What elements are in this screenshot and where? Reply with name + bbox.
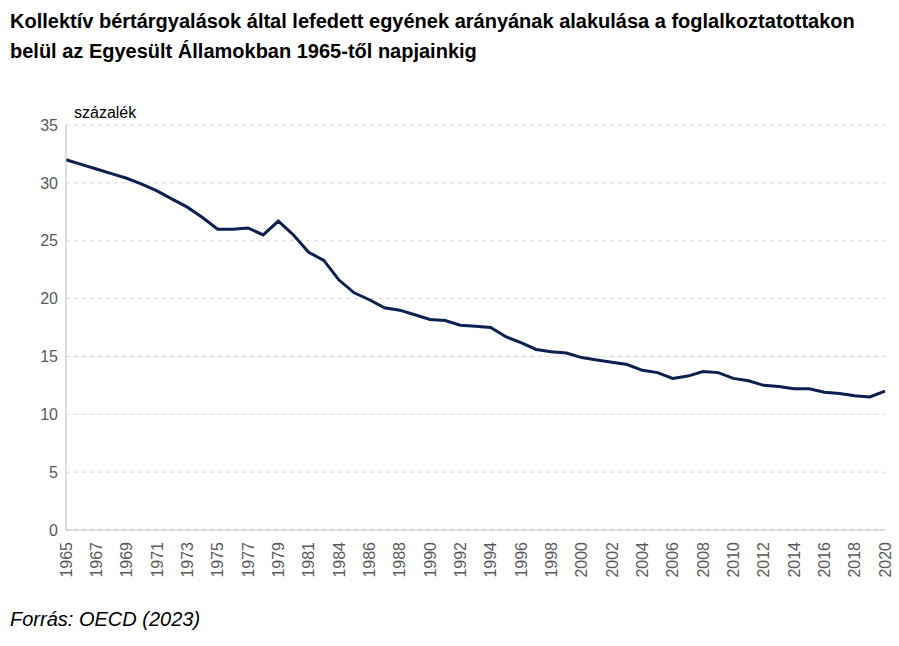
svg-text:1986: 1986 (361, 542, 378, 578)
svg-text:2018: 2018 (846, 542, 863, 578)
svg-text:1979: 1979 (270, 542, 287, 578)
svg-text:1988: 1988 (391, 542, 408, 578)
svg-text:2014: 2014 (786, 542, 803, 578)
svg-text:2004: 2004 (634, 542, 651, 578)
svg-text:25: 25 (40, 232, 58, 249)
svg-text:35: 35 (40, 117, 58, 134)
svg-text:0: 0 (49, 522, 58, 539)
svg-text:5: 5 (49, 464, 58, 481)
svg-text:1971: 1971 (149, 542, 166, 578)
svg-text:1998: 1998 (543, 542, 560, 578)
svg-text:1969: 1969 (118, 542, 135, 578)
svg-text:1981: 1981 (300, 542, 317, 578)
svg-text:1965: 1965 (58, 542, 75, 578)
svg-text:1996: 1996 (513, 542, 530, 578)
html-text:százalék: százalék (74, 104, 137, 121)
svg-text:15: 15 (40, 348, 58, 365)
svg-text:2008: 2008 (695, 542, 712, 578)
svg-text:1967: 1967 (88, 542, 105, 578)
svg-text:2012: 2012 (755, 542, 772, 578)
svg-text:30: 30 (40, 175, 58, 192)
svg-text:1973: 1973 (179, 542, 196, 578)
svg-text:10: 10 (40, 406, 58, 423)
svg-text:2002: 2002 (604, 542, 621, 578)
svg-text:2000: 2000 (573, 542, 590, 578)
svg-text:1990: 1990 (422, 542, 439, 578)
svg-text:1977: 1977 (240, 542, 257, 578)
svg-text:1994: 1994 (482, 542, 499, 578)
svg-text:20: 20 (40, 290, 58, 307)
svg-text:1984: 1984 (331, 542, 348, 578)
svg-text:1992: 1992 (452, 542, 469, 578)
html-text:Forrás: OECD (2023): Forrás: OECD (2023) (10, 608, 201, 630)
svg-text:2020: 2020 (877, 542, 892, 578)
svg-text:2016: 2016 (816, 542, 833, 578)
svg-text:2010: 2010 (725, 542, 742, 578)
html-text:Kollektív bértárgyalások által: Kollektív bértárgyalások által lefedett … (10, 10, 855, 62)
svg-text:1975: 1975 (209, 542, 226, 578)
svg-text:2006: 2006 (664, 542, 681, 578)
